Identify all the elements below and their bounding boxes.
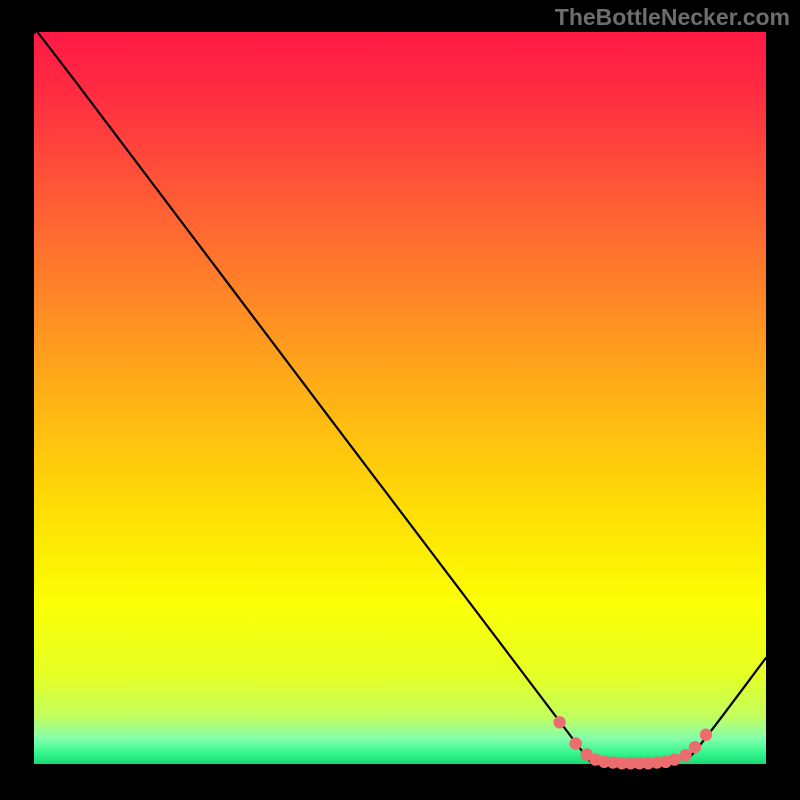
curve-marker <box>679 749 691 761</box>
curve-marker <box>553 716 565 728</box>
curve-marker <box>689 741 701 753</box>
watermark-text: TheBottleNecker.com <box>555 4 790 31</box>
plot-area <box>34 32 766 764</box>
curve-marker <box>700 729 712 741</box>
curve-marker <box>668 753 680 765</box>
curve-marker <box>569 737 581 749</box>
